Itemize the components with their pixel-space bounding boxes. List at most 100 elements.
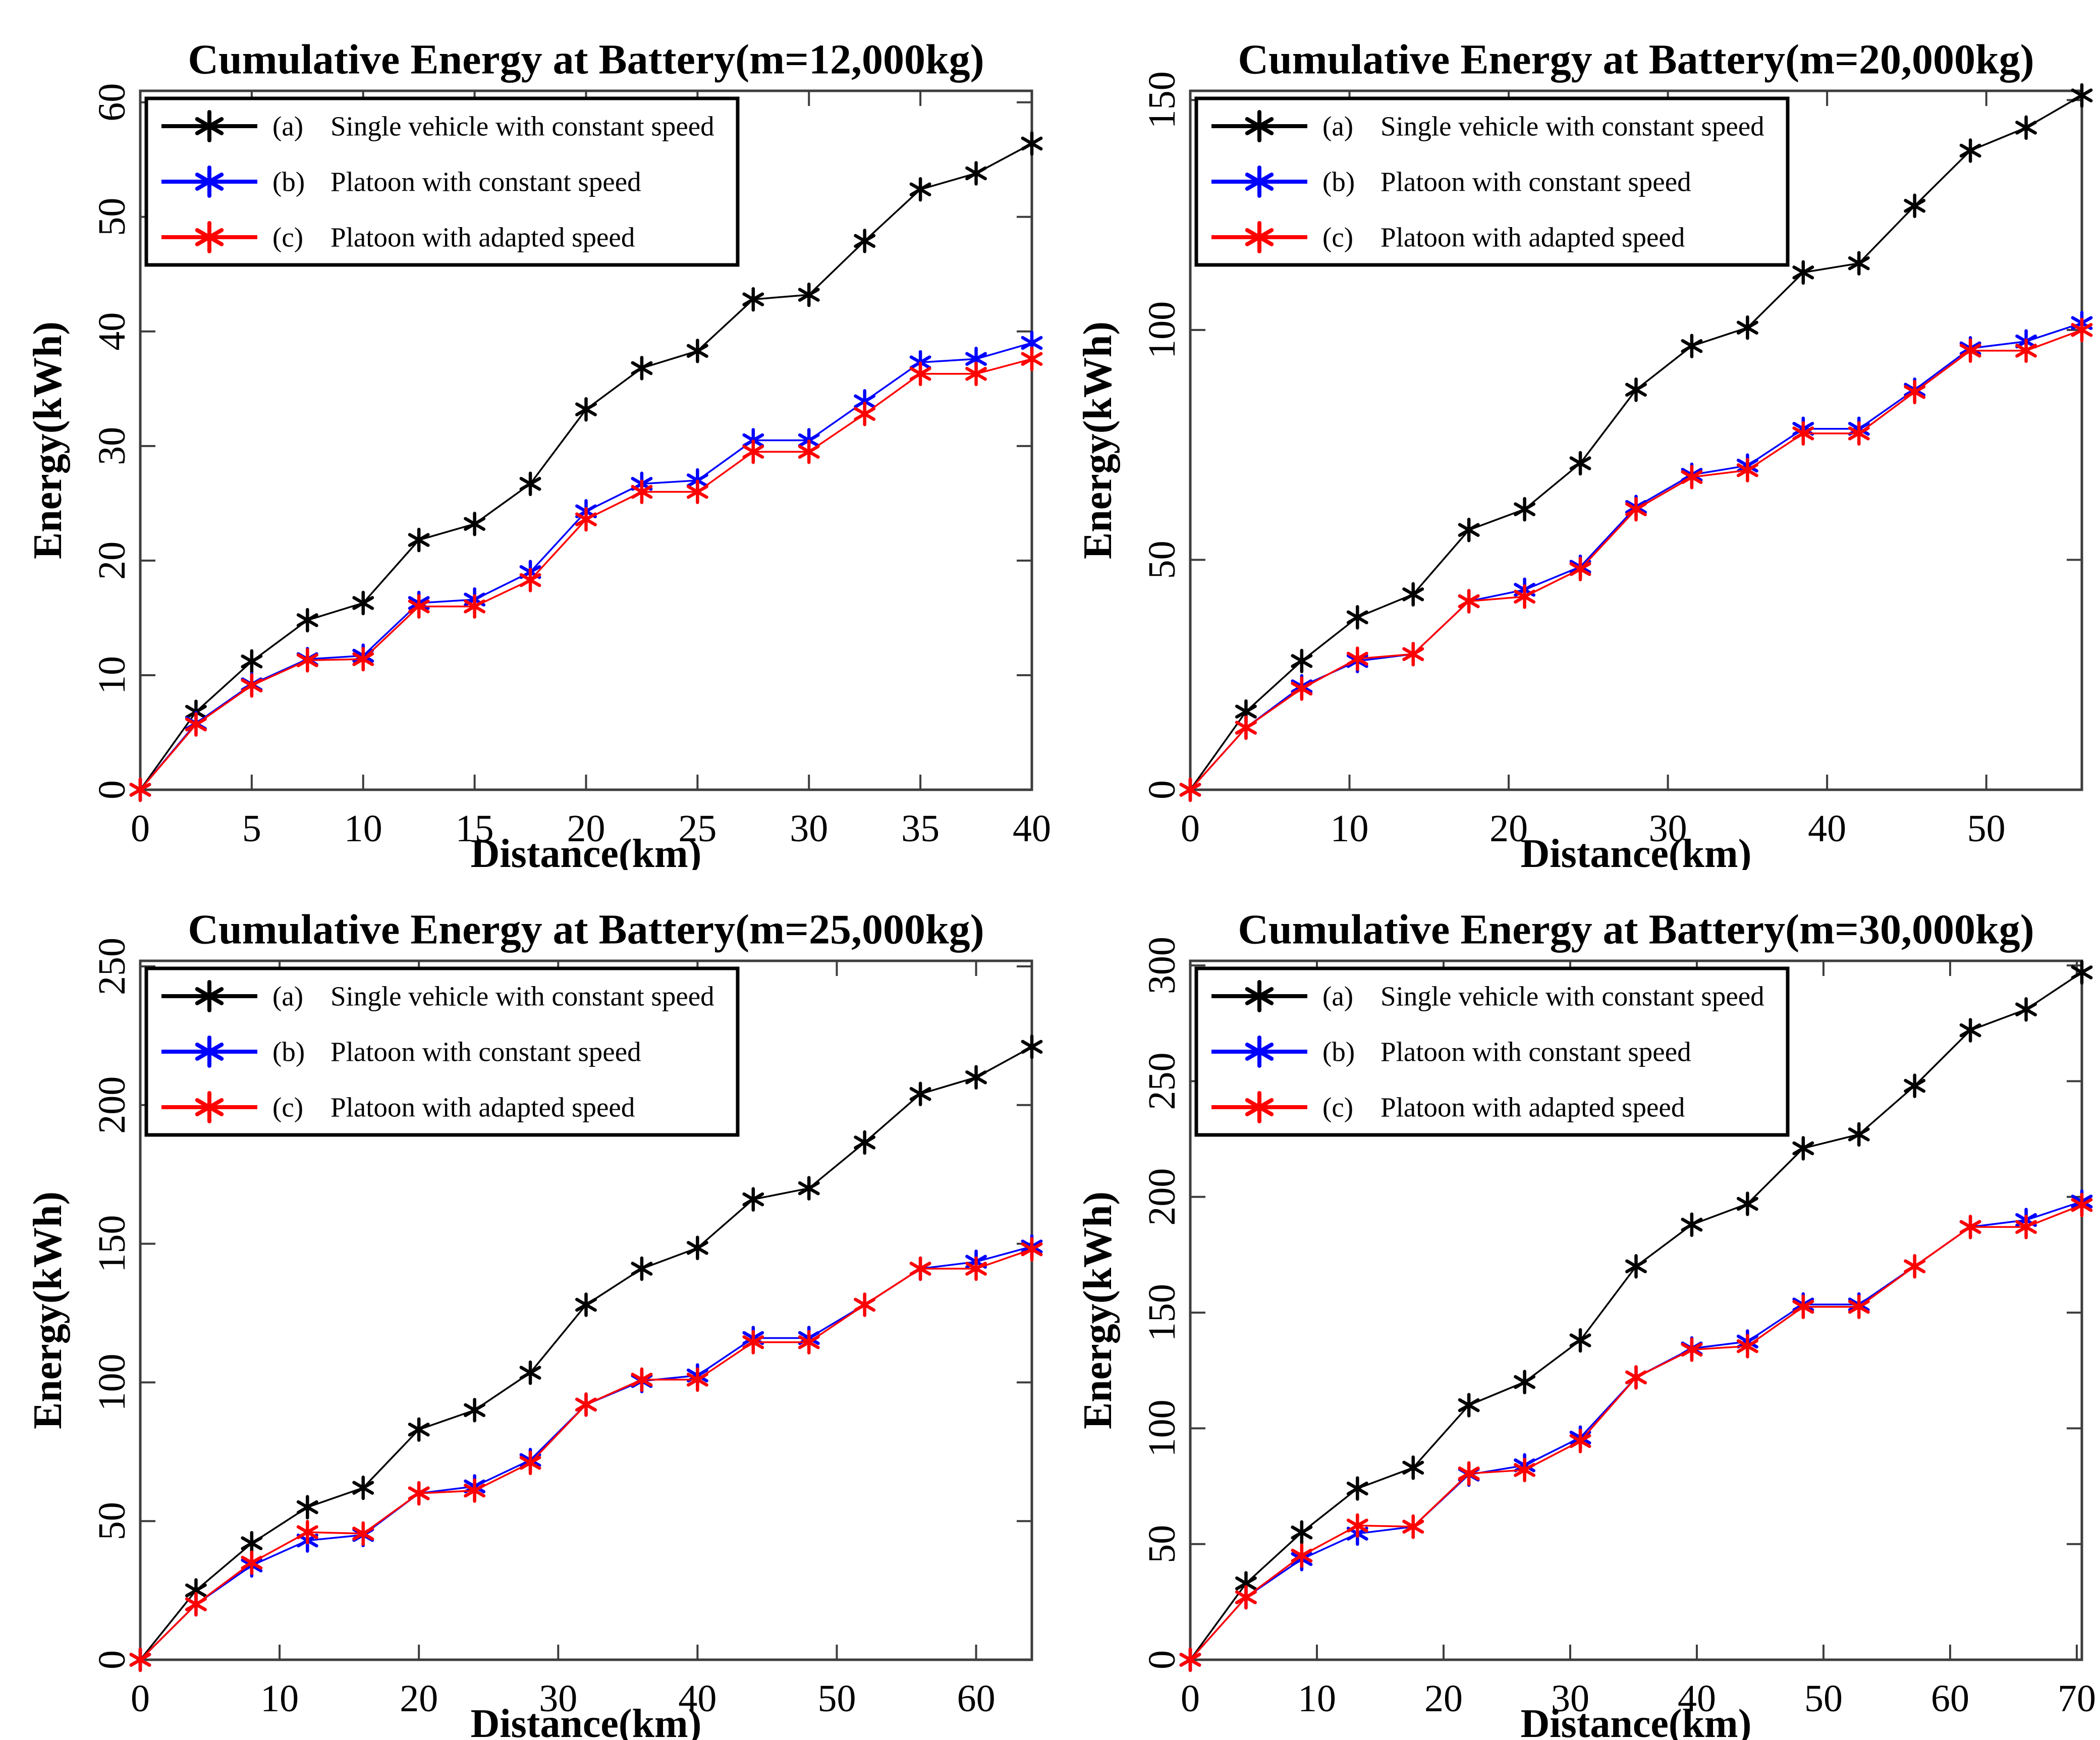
legend-entry-label: Platoon with adapted speed bbox=[330, 222, 635, 253]
data-point-marker bbox=[296, 648, 318, 673]
legend-entry-label: Single vehicle with constant speed bbox=[330, 111, 714, 142]
data-point-marker bbox=[1346, 646, 1368, 671]
x-tick-label: 20 bbox=[1489, 807, 1528, 850]
data-point-marker bbox=[1904, 1254, 1926, 1279]
chart-panel-m30000kg: 0 10 20 30 40 50 60 70 0 50 100 150 200 250 300 Cumulat… bbox=[1050, 870, 2100, 1740]
data-point-marker bbox=[1904, 193, 1926, 219]
data-point-marker bbox=[241, 1531, 263, 1556]
legend-marker bbox=[195, 221, 224, 253]
x-tick-label: 30 bbox=[1649, 807, 1687, 850]
y-tick-label: 30 bbox=[91, 427, 133, 465]
data-point-marker bbox=[408, 594, 430, 619]
data-point-marker bbox=[798, 282, 820, 307]
data-point-marker bbox=[1736, 315, 1758, 340]
data-point-marker bbox=[2015, 338, 2037, 363]
data-point-marker bbox=[575, 1392, 597, 1417]
data-point-marker bbox=[1848, 251, 1870, 276]
legend-entry-label: Platoon with constant speed bbox=[1380, 167, 1691, 197]
data-point-marker bbox=[241, 1550, 263, 1575]
data-point-marker bbox=[1736, 458, 1758, 482]
data-point-marker bbox=[965, 1256, 987, 1281]
data-point-marker bbox=[1458, 1461, 1480, 1486]
x-tick-label: 60 bbox=[1931, 1677, 1969, 1720]
legend-entry-label: Platoon with adapted speed bbox=[1380, 222, 1685, 253]
legend-key: (a) bbox=[272, 111, 303, 142]
x-axis-label: Distance(km) bbox=[471, 832, 702, 876]
x-tick-label: 30 bbox=[539, 1677, 577, 1720]
x-tick-label: 40 bbox=[1678, 1677, 1716, 1720]
data-point-marker bbox=[1514, 1457, 1536, 1483]
legend-marker bbox=[195, 166, 224, 198]
x-tick-label: 20 bbox=[400, 1677, 438, 1720]
data-point-marker bbox=[1402, 1455, 1424, 1480]
data-point-marker bbox=[2071, 1192, 2093, 1218]
y-tick-label: 60 bbox=[91, 83, 133, 122]
data-point-marker bbox=[1681, 334, 1703, 358]
legend: (a) Single vehicle with constant speed (b)… bbox=[144, 96, 740, 267]
data-point-marker bbox=[1736, 1334, 1758, 1358]
legend-marker bbox=[195, 1036, 224, 1068]
series-markers-c bbox=[1179, 1192, 2093, 1672]
x-tick-label: 10 bbox=[1331, 807, 1369, 850]
x-tick-label: 50 bbox=[1804, 1677, 1843, 1720]
data-point-marker bbox=[686, 339, 708, 363]
data-point-marker bbox=[1848, 1122, 1870, 1147]
data-point-marker bbox=[1235, 1585, 1257, 1610]
data-point-marker bbox=[352, 646, 374, 672]
data-point-marker bbox=[129, 1647, 151, 1672]
data-point-marker bbox=[519, 568, 541, 592]
data-point-marker bbox=[1179, 777, 1201, 802]
series-markers-c bbox=[129, 347, 1043, 802]
legend: (a) Single vehicle with constant speed (b)… bbox=[144, 966, 740, 1137]
legend-marker bbox=[1245, 221, 1274, 253]
x-tick-label: 20 bbox=[567, 807, 605, 850]
x-tick-label: 10 bbox=[344, 807, 382, 850]
data-point-marker bbox=[352, 1521, 374, 1546]
x-tick-label: 20 bbox=[1424, 1677, 1463, 1720]
data-point-marker bbox=[2015, 1215, 2037, 1239]
data-point-marker bbox=[1346, 605, 1368, 630]
y-axis-label: Energy(kWh) bbox=[26, 1191, 70, 1429]
data-point-marker bbox=[854, 1292, 876, 1317]
data-point-marker bbox=[519, 1360, 541, 1385]
data-point-marker bbox=[1569, 557, 1591, 581]
data-point-marker bbox=[1291, 1520, 1313, 1545]
y-tick-label: 250 bbox=[91, 938, 133, 995]
chart-title: Cumulative Energy at Battery(m=30,000kg) bbox=[1238, 906, 2034, 953]
x-tick-label: 0 bbox=[1181, 1677, 1200, 1720]
y-tick-label: 50 bbox=[91, 1502, 133, 1540]
y-tick-label: 200 bbox=[91, 1076, 133, 1134]
x-tick-label: 40 bbox=[1808, 807, 1846, 850]
data-point-marker bbox=[909, 1081, 931, 1107]
y-tick-label: 100 bbox=[91, 1353, 133, 1411]
y-tick-label: 0 bbox=[1141, 780, 1183, 799]
legend-entry-label: Single vehicle with constant speed bbox=[1380, 981, 1764, 1012]
data-point-marker bbox=[1514, 497, 1536, 522]
data-point-marker bbox=[1291, 648, 1313, 674]
legend-key: (a) bbox=[1322, 981, 1353, 1012]
legend: (a) Single vehicle with constant speed (b)… bbox=[1194, 96, 1790, 267]
series-markers-c bbox=[129, 1237, 1043, 1672]
data-point-marker bbox=[1458, 589, 1480, 614]
data-point-marker bbox=[631, 1367, 653, 1392]
data-point-marker bbox=[1021, 131, 1043, 156]
legend-entry-label: Platoon with adapted speed bbox=[330, 1092, 635, 1123]
x-tick-label: 25 bbox=[678, 807, 716, 850]
data-point-marker bbox=[1625, 377, 1647, 402]
x-tick-label: 10 bbox=[260, 1677, 299, 1720]
x-tick-label: 0 bbox=[131, 1677, 150, 1720]
data-point-marker bbox=[408, 1481, 430, 1506]
y-tick-label: 200 bbox=[1141, 1168, 1183, 1226]
data-point-marker bbox=[798, 1330, 820, 1354]
data-point-marker bbox=[631, 356, 653, 380]
data-point-marker bbox=[854, 402, 876, 426]
data-point-marker bbox=[909, 361, 931, 387]
data-point-marker bbox=[1291, 1543, 1313, 1568]
data-point-marker bbox=[575, 507, 597, 532]
data-point-marker bbox=[1792, 1136, 1814, 1161]
data-point-marker bbox=[742, 1187, 764, 1212]
y-tick-label: 50 bbox=[91, 198, 133, 236]
data-point-marker bbox=[909, 177, 931, 202]
data-point-marker bbox=[2071, 83, 2093, 108]
legend-marker bbox=[195, 110, 224, 142]
